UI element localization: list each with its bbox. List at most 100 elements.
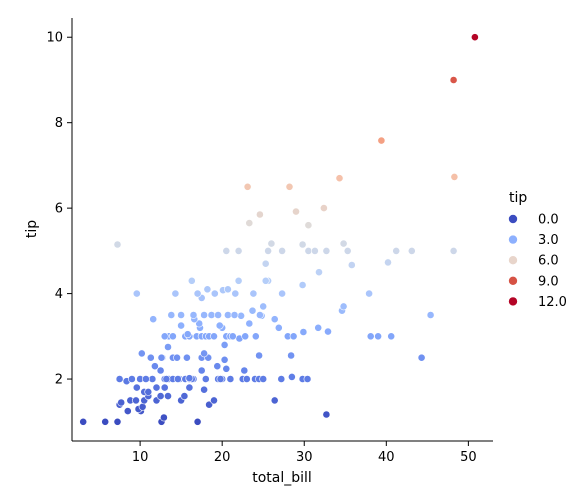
data-point: [274, 323, 283, 332]
data-point: [183, 330, 192, 339]
data-point: [210, 289, 219, 298]
data-point: [241, 332, 250, 341]
data-point: [152, 383, 161, 392]
data-point: [160, 383, 169, 392]
legend-marker: [508, 255, 518, 266]
legend-label: 9.0: [538, 274, 559, 289]
data-point: [339, 239, 348, 248]
y-axis-ticks: 2 4 6 8 10: [46, 31, 72, 388]
data-point: [237, 311, 245, 320]
y-tick-label: 2: [55, 373, 63, 388]
data-point: [234, 246, 243, 255]
data-point: [287, 372, 296, 381]
data-point: [222, 246, 231, 255]
data-point: [242, 375, 251, 383]
data-point: [132, 289, 141, 298]
data-point: [150, 362, 159, 371]
data-point: [173, 375, 182, 383]
data-point: [277, 375, 286, 383]
data-point: [259, 375, 268, 383]
y-axis-label: tip: [24, 220, 40, 238]
data-point: [160, 332, 169, 341]
data-point: [324, 327, 332, 336]
data-point: [377, 136, 386, 145]
data-point: [185, 374, 194, 383]
data-point: [417, 353, 426, 362]
data-point: [132, 383, 141, 392]
data-point: [123, 407, 132, 415]
data-point: [366, 332, 375, 341]
data-point: [234, 276, 243, 285]
data-point: [243, 182, 252, 191]
data-point: [298, 240, 307, 249]
data-point: [449, 246, 458, 255]
data-point: [137, 349, 146, 358]
data-point: [270, 315, 279, 324]
data-point: [144, 387, 153, 396]
data-point: [101, 417, 110, 426]
y-tick-label: 8: [55, 116, 63, 131]
data-point: [185, 383, 194, 392]
data-point: [200, 349, 208, 358]
data-point: [285, 182, 294, 191]
data-point: [315, 268, 323, 277]
data-point: [384, 258, 392, 267]
data-point: [220, 355, 229, 364]
data-point: [159, 413, 168, 422]
data-point: [223, 285, 232, 294]
data-point: [148, 375, 157, 383]
data-point: [339, 302, 348, 311]
data-point: [164, 343, 172, 351]
data-point: [167, 311, 176, 319]
data-point: [303, 375, 312, 383]
legend-label: 6.0: [538, 254, 559, 269]
data-point: [182, 353, 191, 362]
data-point: [304, 246, 313, 255]
data-point: [214, 311, 222, 319]
axes-frame: [71, 18, 493, 442]
data-point: [193, 289, 202, 298]
data-point: [289, 332, 298, 341]
data-point: [138, 402, 147, 411]
x-tick-label: 20: [214, 450, 231, 465]
data-point: [343, 246, 352, 255]
data-point: [230, 311, 239, 319]
data-point: [117, 398, 126, 407]
data-point: [127, 375, 136, 383]
data-point: [171, 289, 180, 298]
data-point: [261, 259, 270, 268]
data-point: [240, 366, 249, 375]
data-point: [223, 311, 232, 319]
x-tick-label: 10: [132, 450, 149, 465]
data-point: [322, 246, 331, 255]
data-point: [226, 375, 235, 383]
data-point: [387, 332, 396, 341]
data-point: [470, 33, 479, 42]
x-axis-label: total_bill: [252, 470, 312, 486]
data-point: [374, 332, 382, 341]
data-point: [449, 76, 458, 84]
data-point: [261, 276, 270, 285]
legend-marker: [508, 234, 518, 245]
data-point: [132, 396, 140, 405]
data-point: [216, 375, 225, 383]
y-tick-label: 4: [55, 287, 63, 302]
data-point: [200, 385, 208, 394]
data-point: [146, 353, 155, 362]
data-point: [187, 276, 196, 285]
data-point: [210, 332, 218, 341]
data-point: [205, 400, 213, 409]
legend-label: 3.0: [538, 233, 559, 248]
data-point: [149, 315, 158, 324]
data-point: [193, 417, 202, 426]
data-point: [173, 353, 181, 362]
x-tick-label: 50: [460, 450, 477, 465]
data-point: [287, 351, 295, 360]
data-point: [113, 417, 122, 426]
data-point: [249, 289, 258, 298]
data-point: [113, 240, 122, 249]
data-point: [245, 319, 254, 328]
data-point: [255, 311, 264, 319]
x-axis-ticks: 10 20 30 40 50: [132, 441, 477, 465]
data-point: [335, 174, 344, 183]
